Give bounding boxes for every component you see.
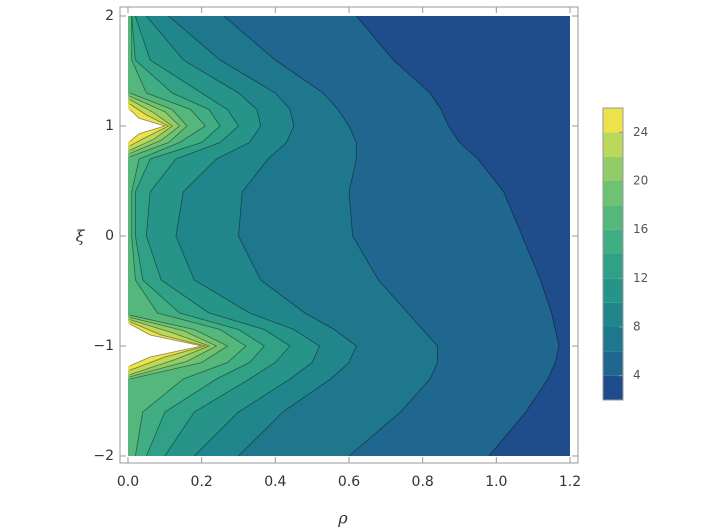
colorbar-band — [603, 375, 623, 400]
colorbar-band — [603, 156, 623, 181]
colorbar-frame — [602, 107, 624, 401]
x-tick-label: 0.2 — [191, 474, 213, 490]
colorbar-band — [603, 205, 623, 230]
x-tick-label: 0.4 — [264, 474, 286, 490]
colorbar-tick-label: 16 — [633, 222, 648, 236]
y-axis-title: ξ — [76, 227, 86, 246]
contour-band — [128, 109, 165, 142]
colorbar-tick-label: 12 — [633, 271, 648, 285]
contour-line — [129, 92, 229, 380]
x-tick-label: 1.0 — [485, 474, 507, 490]
colorbar-tick-label: 20 — [633, 174, 648, 188]
contour-line — [146, 15, 321, 457]
colorbar-band — [603, 302, 623, 327]
y-tick-label: 2 — [105, 8, 114, 24]
colorbar-band — [603, 278, 623, 303]
contour-line — [356, 15, 560, 457]
x-tick-label: 0.8 — [412, 474, 434, 490]
colorbar-band — [603, 108, 623, 133]
x-tick-label: 0.0 — [117, 474, 139, 490]
colorbar-band — [603, 254, 623, 279]
x-axis-title: ρ — [337, 509, 348, 528]
colorbar-tick-label: 4 — [633, 368, 641, 382]
contour-line — [134, 15, 291, 457]
colorbar-band — [603, 181, 623, 206]
contour-line — [223, 15, 438, 457]
contour-line — [131, 16, 247, 457]
y-tick-label: 1 — [105, 118, 114, 134]
contour-line — [168, 15, 357, 457]
x-tick-label: 0.6 — [338, 474, 360, 490]
contour-band — [128, 324, 202, 366]
y-tick-label: −1 — [93, 338, 114, 354]
colorbar-band — [603, 327, 623, 352]
y-tick-label: −2 — [93, 448, 114, 464]
colorbar-tick-label: 8 — [633, 320, 641, 334]
plot-area — [128, 15, 570, 457]
x-tick-label: 1.2 — [559, 474, 581, 490]
colorbar-band — [603, 351, 623, 376]
contour-line — [129, 103, 207, 371]
contour-line — [129, 95, 218, 378]
contour-line — [129, 99, 211, 375]
contour-line — [129, 109, 202, 367]
colorbar-band — [603, 132, 623, 157]
colorbar-tick-label: 24 — [633, 125, 648, 139]
contour-line — [131, 15, 265, 457]
y-tick-label: 0 — [105, 228, 114, 244]
colorbar-band — [603, 229, 623, 254]
